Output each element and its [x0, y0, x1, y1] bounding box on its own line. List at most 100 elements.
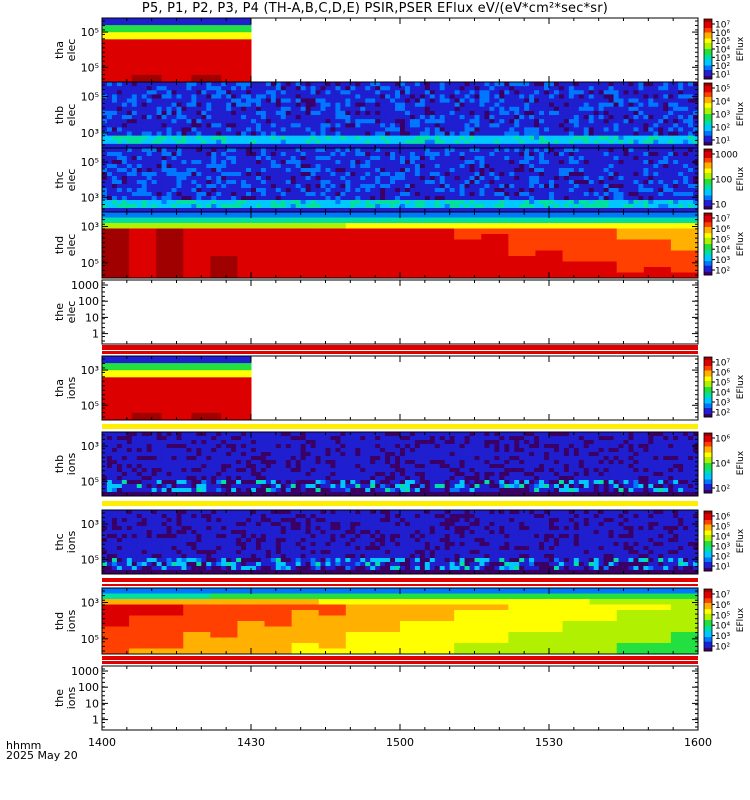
spectrogram-cell	[519, 164, 525, 169]
spectrogram-cell	[616, 261, 645, 268]
spectrogram-cell	[290, 148, 297, 153]
colorbar-unit-label: EFlux	[736, 101, 746, 126]
spectrogram-cell	[616, 256, 645, 262]
spectrogram-cell	[673, 131, 679, 137]
spectrogram-cell	[589, 261, 618, 268]
spectrogram-cell	[385, 119, 391, 124]
spectrogram-cell	[409, 184, 416, 189]
spectrogram-cell	[305, 94, 311, 99]
spectrogram-cell	[280, 172, 287, 177]
spectrogram-cell	[404, 119, 411, 124]
spectrogram-cell	[558, 86, 565, 91]
spectrogram-cell	[211, 184, 217, 189]
spectrogram-cell	[519, 119, 525, 124]
spectrogram-cell	[529, 164, 535, 169]
spectrogram-cell	[454, 152, 460, 157]
spectrogram-cell	[668, 119, 674, 124]
spectrogram-cell	[241, 160, 247, 165]
spectrogram-cell	[166, 106, 172, 112]
spectrogram-cell	[400, 82, 406, 87]
spectrogram-cell	[106, 180, 113, 185]
spectrogram-cell	[161, 106, 167, 112]
spectrogram-cell	[409, 200, 416, 205]
spectrogram-cell	[648, 131, 654, 137]
colorbar-segment	[704, 143, 712, 146]
spectrogram-cell	[246, 86, 252, 91]
spectrogram-cell	[116, 90, 123, 95]
spectrogram-cell	[464, 115, 470, 120]
spectrogram-cell	[251, 106, 257, 112]
spectrogram-cell	[330, 192, 336, 197]
spectrogram-cell	[474, 184, 480, 189]
spectrogram-cell	[186, 176, 192, 181]
spectrogram-cell	[519, 188, 525, 193]
spectrogram-cell	[265, 123, 272, 128]
spectrogram-cell	[183, 239, 211, 246]
spectrogram-cell	[221, 156, 227, 161]
spectrogram-cell	[181, 164, 187, 169]
spectrogram-cell	[494, 115, 500, 120]
spectrogram-cell	[648, 168, 654, 173]
spectrogram-cell	[539, 148, 545, 153]
spectrogram-cell	[191, 139, 197, 145]
spectrogram-cell	[648, 139, 654, 145]
spectrogram-cell	[131, 204, 138, 209]
spectrogram-cell	[489, 148, 495, 153]
spectrogram-cell	[563, 188, 570, 193]
spectrogram-cell	[489, 143, 495, 149]
spectrogram-cell	[454, 139, 460, 145]
spectrogram-cell	[111, 172, 118, 177]
colorbar-segment	[704, 408, 712, 410]
spectrogram-cell	[246, 168, 252, 173]
spectrogram-cell	[345, 188, 351, 193]
spectrogram-cell	[156, 164, 162, 169]
spectrogram-cell	[161, 176, 167, 181]
spectrogram-cell	[633, 102, 639, 108]
spectrogram-cell	[102, 39, 133, 47]
spectrogram-cell	[444, 94, 451, 99]
spectrogram-cell	[534, 176, 540, 181]
spectrogram-cell	[613, 204, 619, 209]
spectrogram-cell	[141, 102, 148, 108]
spectrogram-cell	[196, 90, 202, 95]
spectrogram-cell	[509, 115, 515, 120]
spectrogram-cell	[216, 98, 222, 104]
spectrogram-cell	[663, 196, 669, 201]
spectrogram-cell	[315, 131, 321, 137]
spectrogram-cell	[424, 127, 431, 132]
spectrogram-cell	[663, 204, 669, 209]
spectrogram-cell	[136, 110, 143, 116]
spectrogram-cell	[206, 115, 212, 120]
spectrogram-cell	[255, 152, 262, 157]
spectrogram-cell	[231, 86, 237, 91]
spectrogram-cell	[385, 192, 391, 197]
spectrogram-cell	[206, 156, 212, 161]
spectrogram-cell	[365, 188, 371, 193]
spectrogram-cell	[633, 152, 639, 157]
spectrogram-cell	[285, 156, 292, 161]
panel-frame	[101, 279, 699, 345]
spectrogram-cell	[668, 180, 674, 185]
spectrogram-cell	[206, 131, 212, 137]
spectrogram-cell	[688, 204, 694, 209]
spectrogram-cell	[260, 90, 267, 95]
panel-label-species: ions	[65, 376, 78, 399]
spectrogram-cell	[628, 164, 634, 169]
spectrogram-cell	[553, 192, 560, 197]
spectrogram-cell	[481, 223, 509, 229]
spectrogram-cell	[161, 32, 192, 40]
spectrogram-cell	[562, 239, 591, 246]
spectrogram-cell	[318, 261, 347, 268]
spectrogram-cell	[126, 200, 133, 205]
spectrogram-cell	[183, 272, 211, 279]
spectrogram-cell	[583, 176, 590, 181]
spectrogram-cell	[191, 377, 222, 385]
spectrogram-cell	[608, 184, 614, 189]
spectrogram-cell	[434, 143, 441, 149]
spectrogram-cell	[573, 110, 580, 116]
spectrogram-cell	[484, 82, 490, 87]
spectrogram-cell	[459, 127, 465, 132]
spectrogram-cell	[633, 115, 639, 120]
spectrogram-cell	[469, 98, 475, 104]
spectrogram-cell	[102, 239, 130, 246]
